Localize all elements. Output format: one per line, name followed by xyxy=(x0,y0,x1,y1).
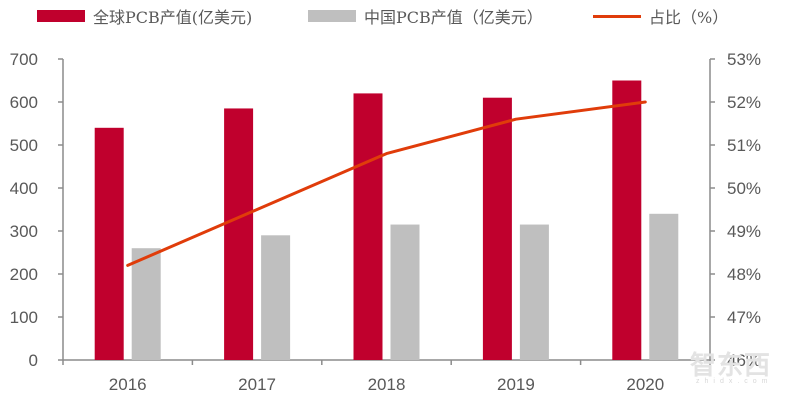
right-axis-tick-label: 51% xyxy=(727,136,761,155)
left-axis-tick-label: 300 xyxy=(10,222,38,241)
bar-series xyxy=(94,80,679,361)
left-axis-tick-label: 600 xyxy=(10,93,38,112)
x-axis-tick-label: 2016 xyxy=(109,375,147,394)
ratio-line xyxy=(126,100,647,267)
left-axis-tick-label: 0 xyxy=(29,351,38,370)
left-axis-tick-label: 500 xyxy=(10,136,38,155)
x-axis-tick-label: 2018 xyxy=(368,375,406,394)
left-axis-tick-label: 200 xyxy=(10,265,38,284)
right-axis-tick-label: 53% xyxy=(727,50,761,69)
right-axis-tick-label: 47% xyxy=(727,308,761,327)
bar-global xyxy=(612,80,642,360)
right-axis-tick-label: 52% xyxy=(727,93,761,112)
right-axis-tick-label: 49% xyxy=(727,222,761,241)
bar-china xyxy=(390,224,420,360)
right-y-axis: 46% 47% 48% 49% 50% 51% 52% 53% xyxy=(709,50,761,370)
left-y-axis: 0 100 200 300 400 500 600 700 xyxy=(10,50,64,370)
x-axis: 2016 2017 2018 2019 2020 xyxy=(62,359,711,394)
legend-item-global: 全球PCB产值(亿美元) xyxy=(37,4,252,28)
bar-china xyxy=(649,213,679,360)
bar-china xyxy=(261,235,291,360)
legend-swatch-global xyxy=(37,10,85,22)
right-axis-tick-label: 48% xyxy=(727,265,761,284)
bar-global xyxy=(94,127,124,360)
legend-swatch-ratio xyxy=(593,14,641,18)
watermark-url: zhidx.com xyxy=(696,378,773,385)
legend-item-china: 中国PCB产值（亿美元） xyxy=(308,4,543,28)
x-axis-tick-label: 2019 xyxy=(497,375,535,394)
x-axis-tick-label: 2020 xyxy=(626,375,664,394)
left-axis-tick-label: 400 xyxy=(10,179,38,198)
bar-global xyxy=(353,93,383,361)
right-axis-tick-label: 46% xyxy=(727,351,761,370)
chart-legend: 全球PCB产值(亿美元) 中国PCB产值（亿美元） 占比（%） xyxy=(0,0,800,30)
right-axis-tick-label: 50% xyxy=(727,179,761,198)
bar-global xyxy=(482,97,512,360)
bar-china xyxy=(131,248,161,360)
legend-label-global: 全球PCB产值(亿美元) xyxy=(93,8,253,27)
ratio-line-series xyxy=(126,100,647,267)
bar-global xyxy=(224,108,254,360)
left-axis-tick-label: 100 xyxy=(10,308,38,327)
bar-china xyxy=(519,224,549,360)
legend-label-china: 中国PCB产值（亿美元） xyxy=(364,8,543,27)
legend-item-ratio: 占比（%） xyxy=(593,4,728,28)
watermark-logo: 智东西 xyxy=(690,350,772,380)
left-axis-tick-label: 700 xyxy=(10,50,38,69)
x-axis-tick-label: 2017 xyxy=(238,375,276,394)
legend-swatch-china xyxy=(308,10,356,22)
legend-label-ratio: 占比（%） xyxy=(649,8,729,27)
